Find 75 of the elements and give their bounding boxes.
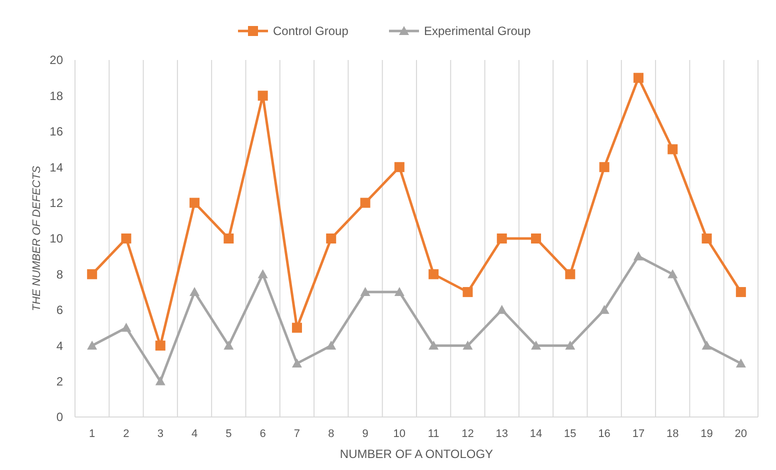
- point: [326, 340, 336, 350]
- point: [531, 340, 542, 350]
- y-tick-label: 4: [56, 338, 64, 353]
- x-tick-label: 13: [496, 428, 508, 440]
- point: [224, 234, 234, 244]
- y-tick-label: 18: [50, 88, 64, 103]
- y-tick-label: 2: [56, 374, 64, 388]
- x-tick-label: 16: [598, 428, 610, 440]
- x-tick-label: 7: [294, 428, 300, 440]
- x-tick-label: 3: [157, 428, 164, 440]
- point: [326, 234, 336, 244]
- point: [121, 322, 132, 332]
- x-tick-label: 9: [362, 428, 368, 440]
- x-tick-label: 19: [700, 428, 713, 440]
- point: [87, 269, 98, 280]
- point: [394, 287, 404, 296]
- x-tick-label: 20: [734, 428, 748, 440]
- x-tick-label: 5: [226, 428, 232, 440]
- point: [360, 287, 370, 296]
- x-tick-label: 2: [123, 428, 130, 440]
- point: [190, 198, 200, 208]
- point: [155, 376, 166, 386]
- point: [360, 198, 370, 208]
- point: [428, 340, 439, 350]
- point: [258, 269, 268, 278]
- x-axis-title: NUMBER OF A ONTOLOGY: [340, 447, 494, 461]
- x-tick-label: 15: [564, 428, 576, 440]
- point: [736, 358, 746, 368]
- x-tick-label: 4: [191, 428, 198, 440]
- point: [496, 304, 507, 314]
- x-tick-label: 18: [666, 428, 679, 440]
- y-tick-label: 8: [56, 267, 64, 282]
- point: [565, 269, 576, 280]
- point: [633, 72, 644, 83]
- x-tick-label: 8: [328, 428, 334, 440]
- point: [565, 340, 576, 350]
- y-tick-label: 6: [56, 303, 64, 318]
- x-tick-label: 1: [89, 428, 96, 440]
- point: [702, 340, 712, 350]
- x-tick-label: 14: [530, 428, 542, 440]
- x-tick-label: 10: [393, 428, 406, 440]
- y-axis-title: THE NUMBER OF DEFECTS: [31, 165, 43, 312]
- y-tick-label: 0: [56, 410, 64, 424]
- point: [292, 358, 302, 368]
- point: [462, 340, 473, 350]
- point: [155, 340, 166, 351]
- legend-label: Control Group: [273, 24, 349, 38]
- point: [531, 234, 542, 244]
- y-tick-label: 16: [50, 124, 64, 139]
- legend-label: Experimental Group: [424, 24, 532, 38]
- point: [87, 340, 98, 350]
- point: [702, 234, 712, 244]
- point: [462, 287, 473, 298]
- point: [428, 269, 439, 280]
- point: [736, 287, 746, 298]
- x-tick-label: 17: [632, 428, 645, 440]
- point: [258, 90, 268, 101]
- x-tick-label: 11: [428, 428, 440, 440]
- point: [668, 144, 678, 154]
- point: [668, 269, 678, 278]
- y-tick-label: 12: [50, 196, 64, 210]
- x-tick-label: 6: [260, 428, 266, 440]
- y-tick-label: 20: [50, 53, 64, 68]
- point: [121, 234, 132, 244]
- x-tick-label: 12: [462, 428, 474, 440]
- point: [496, 234, 507, 244]
- point: [190, 287, 200, 296]
- point: [292, 322, 302, 333]
- point: [224, 340, 234, 350]
- point: [394, 162, 404, 172]
- point: [599, 162, 610, 172]
- point: [633, 251, 644, 260]
- y-tick-label: 10: [50, 232, 64, 246]
- y-tick-label: 14: [50, 160, 64, 174]
- point: [599, 304, 610, 314]
